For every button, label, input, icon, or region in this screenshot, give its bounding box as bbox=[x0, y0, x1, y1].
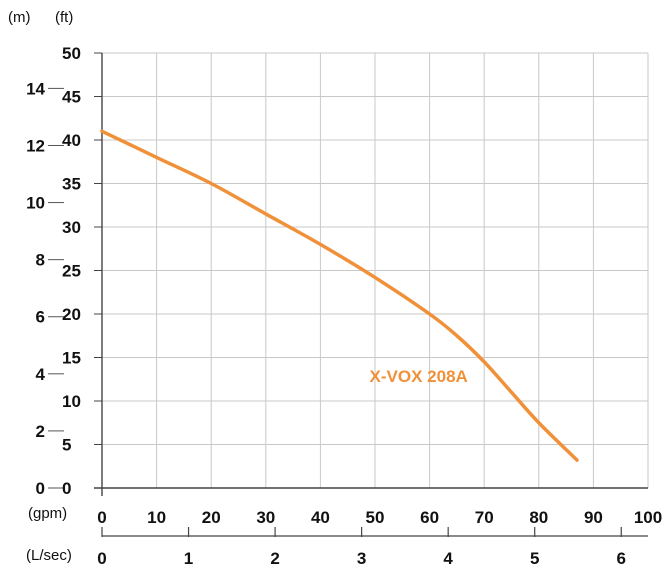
m-tick-label: 4 bbox=[36, 365, 46, 384]
gpm-tick-label: 100 bbox=[634, 508, 662, 527]
series-label: X-VOX 208A bbox=[370, 367, 468, 386]
gpm-tick-label: 0 bbox=[97, 508, 106, 527]
ft-tick-label: 5 bbox=[62, 436, 71, 455]
lsec-tick-label: 4 bbox=[443, 549, 453, 568]
gpm-tick-label: 60 bbox=[420, 508, 439, 527]
m-tick-label: 14 bbox=[26, 79, 45, 98]
gpm-tick-label: 20 bbox=[202, 508, 221, 527]
ft-tick-label: 20 bbox=[62, 305, 81, 324]
unit-label-m: (m) bbox=[8, 9, 31, 26]
gpm-tick-label: 90 bbox=[584, 508, 603, 527]
ft-tick-label: 45 bbox=[62, 88, 81, 107]
series: X-VOX 208A bbox=[100, 129, 579, 462]
ft-tick-label: 0 bbox=[62, 479, 71, 498]
gpm-tick-label: 50 bbox=[366, 508, 385, 527]
lsec-tick-label: 1 bbox=[184, 549, 193, 568]
gpm-tick-label: 70 bbox=[475, 508, 494, 527]
ft-tick-label: 30 bbox=[62, 218, 81, 237]
series-line bbox=[100, 129, 579, 462]
lsec-tick-label: 2 bbox=[270, 549, 279, 568]
m-tick-label: 2 bbox=[36, 422, 45, 441]
m-tick-label: 8 bbox=[36, 251, 45, 270]
ft-tick-label: 40 bbox=[62, 131, 81, 150]
lsec-tick-label: 0 bbox=[97, 549, 106, 568]
gpm-tick-label: 10 bbox=[147, 508, 166, 527]
m-tick-label: 10 bbox=[26, 194, 45, 213]
lsec-tick-label: 5 bbox=[530, 549, 539, 568]
gpm-tick-label: 80 bbox=[529, 508, 548, 527]
ft-tick-label: 15 bbox=[62, 349, 81, 368]
grid bbox=[102, 52, 649, 488]
lsec-tick-label: 6 bbox=[617, 549, 626, 568]
axes bbox=[48, 52, 648, 537]
ft-tick-label: 10 bbox=[62, 392, 81, 411]
unit-label-ft: (ft) bbox=[55, 9, 73, 26]
ft-tick-label: 25 bbox=[62, 262, 81, 281]
unit-label-lsec: (L/sec) bbox=[26, 547, 72, 564]
m-tick-label: 12 bbox=[26, 136, 45, 155]
ft-tick-label: 50 bbox=[62, 44, 81, 63]
ft-tick-label: 35 bbox=[62, 175, 81, 194]
unit-label-gpm: (gpm) bbox=[28, 505, 67, 522]
gpm-tick-label: 40 bbox=[311, 508, 330, 527]
m-tick-label: 6 bbox=[36, 308, 45, 327]
gpm-tick-label: 30 bbox=[256, 508, 275, 527]
m-tick-label: 0 bbox=[36, 479, 45, 498]
lsec-tick-label: 3 bbox=[357, 549, 366, 568]
